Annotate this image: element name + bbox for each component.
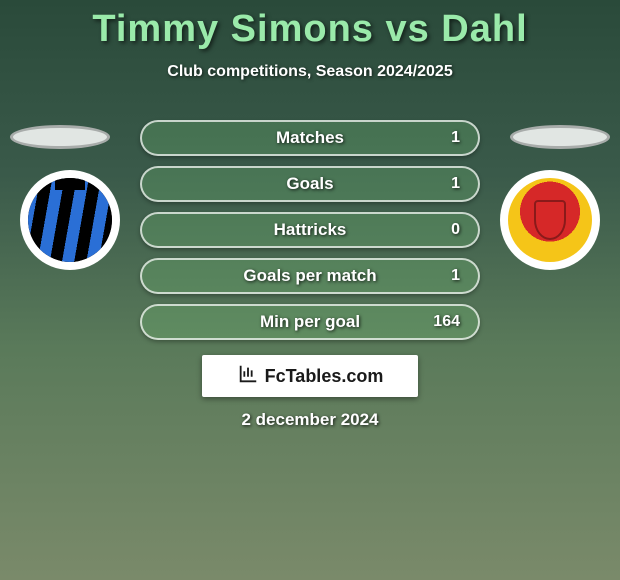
right-club-crest bbox=[500, 170, 600, 270]
date-label: 2 december 2024 bbox=[0, 410, 620, 430]
stat-value: 1 bbox=[451, 267, 460, 285]
stat-label: Hattricks bbox=[274, 220, 347, 240]
subtitle: Club competitions, Season 2024/2025 bbox=[0, 63, 620, 81]
stat-label: Goals per match bbox=[243, 266, 376, 286]
chart-icon bbox=[237, 363, 259, 390]
stat-value: 1 bbox=[451, 129, 460, 147]
stat-row: Hattricks 0 bbox=[140, 212, 480, 248]
stat-row: Goals per match 1 bbox=[140, 258, 480, 294]
stat-row: Matches 1 bbox=[140, 120, 480, 156]
stat-row: Goals 1 bbox=[140, 166, 480, 202]
stat-label: Matches bbox=[276, 128, 344, 148]
stat-value: 164 bbox=[433, 313, 460, 331]
stats-list: Matches 1 Goals 1 Hattricks 0 Goals per … bbox=[140, 120, 480, 350]
left-club-crest bbox=[20, 170, 120, 270]
stat-label: Goals bbox=[286, 174, 333, 194]
brand-link[interactable]: FcTables.com bbox=[202, 355, 418, 397]
stat-row: Min per goal 164 bbox=[140, 304, 480, 340]
stat-label: Min per goal bbox=[260, 312, 360, 332]
left-player-slot bbox=[10, 125, 110, 149]
stat-value: 0 bbox=[451, 221, 460, 239]
stat-value: 1 bbox=[451, 175, 460, 193]
right-player-slot bbox=[510, 125, 610, 149]
page-title: Timmy Simons vs Dahl bbox=[0, 0, 620, 51]
brand-text: FcTables.com bbox=[265, 366, 384, 387]
